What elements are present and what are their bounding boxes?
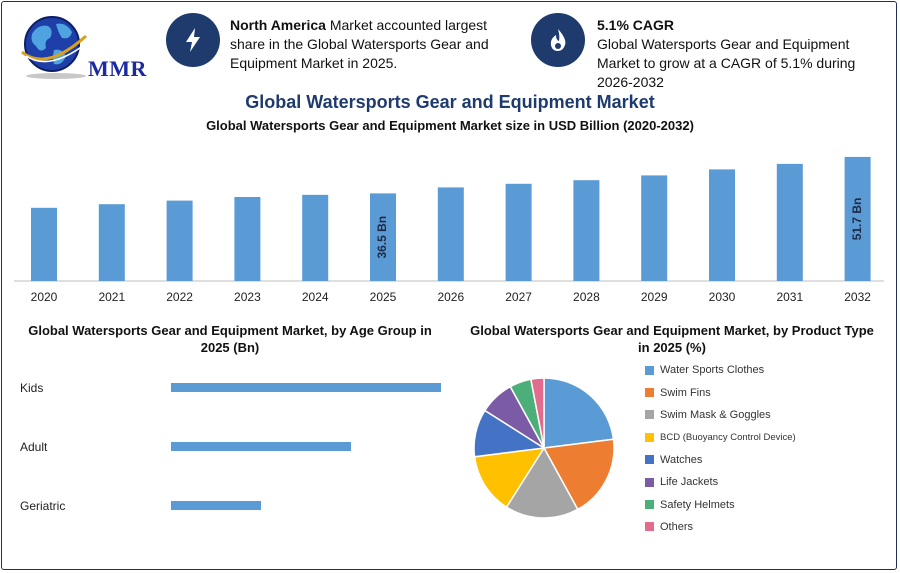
x-tick-label: 2025 [370, 290, 397, 304]
legend-item: Life Jackets [645, 471, 796, 493]
cagr-info: 5.1% CAGR Global Watersports Gear and Eq… [597, 16, 867, 92]
x-tick-label: 2027 [505, 290, 532, 304]
legend-item: Swim Fins [645, 381, 796, 403]
bar-2028 [573, 180, 600, 281]
x-tick-label: 2031 [776, 290, 803, 304]
region-info: North America Market accounted largest s… [230, 16, 510, 73]
legend-label: Swim Fins [660, 386, 711, 399]
x-tick-label: 2021 [98, 290, 125, 304]
legend-swatch [645, 455, 654, 465]
flame-icon [531, 13, 585, 67]
pie-slice [505, 446, 579, 519]
legend-swatch [645, 388, 654, 398]
region-info-bold: North America [230, 17, 326, 33]
bar-chart-title: Global Watersports Gear and Equipment Ma… [206, 118, 694, 133]
data-label: 36.5 Bn [375, 216, 389, 259]
legend-label: Water Sports Clothes [660, 364, 765, 377]
pie-slice [543, 377, 615, 449]
age-bar-kids [171, 383, 441, 392]
legend-item: Others [645, 516, 796, 538]
legend-label: Safety Helmets [660, 498, 735, 511]
x-tick-label: 2028 [573, 290, 600, 304]
legend-swatch [645, 522, 654, 532]
bar-2022 [166, 200, 193, 281]
bar-2031 [776, 163, 803, 281]
x-tick-label: 2030 [709, 290, 736, 304]
pie-legend: Water Sports Clothes Swim Fins Swim Mask &… [645, 359, 796, 538]
x-tick-label: 2029 [641, 290, 668, 304]
x-tick-label: 2024 [302, 290, 329, 304]
pie-slice [473, 447, 546, 509]
legend-item: BCD (Buoyancy Control Device) [645, 426, 796, 448]
bar-2025 [370, 193, 396, 281]
bar-2026 [437, 187, 464, 281]
pie-slice [530, 377, 545, 449]
legend-label: Watches [660, 453, 703, 466]
data-label: 51.7 Bn [850, 198, 864, 241]
legend-swatch [645, 500, 654, 510]
logo-text: MMR [88, 56, 147, 81]
age-bar-adult [171, 442, 352, 451]
bar-2023 [234, 197, 261, 281]
product-type-pie-chart [473, 377, 615, 519]
bar-2032 [844, 156, 871, 281]
pie-slice [542, 438, 615, 511]
legend-label: Others [660, 520, 694, 533]
age-label-geriatric: Geriatric [20, 499, 66, 513]
x-tick-label: 2026 [437, 290, 464, 304]
bar-2024 [302, 194, 329, 281]
x-tick-label: 2023 [234, 290, 261, 304]
bar-2029 [641, 175, 668, 281]
bar-2027 [505, 183, 532, 281]
age-group-chart-title: Global Watersports Gear and Equipment Ma… [28, 323, 432, 355]
legend-swatch [645, 410, 654, 420]
legend-item: Swim Mask & Goggles [645, 404, 796, 426]
legend-swatch [645, 432, 654, 442]
legend-label: Life Jackets [660, 476, 719, 489]
market-size-bar-chart: 2020 2021 2022 2023 2024 2025 36.5 Bn 2026 2027 2… [14, 156, 884, 304]
cagr-info-bold: 5.1% CAGR [597, 17, 675, 33]
product-type-chart-title: Global Watersports Gear and Equipment Ma… [470, 323, 874, 355]
region-info-text: Market accounted largest share in the Gl… [230, 17, 489, 71]
legend-item: Water Sports Clothes [645, 359, 796, 381]
legend-swatch [645, 477, 654, 487]
age-label-adult: Adult [20, 440, 48, 454]
lightning-icon [166, 13, 220, 67]
x-tick-label: 2022 [166, 290, 193, 304]
legend-item: Watches [645, 449, 796, 471]
bar-2020 [31, 207, 57, 281]
bar-2030 [709, 169, 735, 281]
age-label-kids: Kids [20, 381, 44, 395]
cagr-info-text: Global Watersports Gear and Equipment Ma… [597, 36, 856, 90]
legend-swatch [645, 365, 654, 375]
main-title: Global Watersports Gear and Equipment Ma… [245, 92, 655, 112]
legend-item: Safety Helmets [645, 493, 796, 515]
bar-2021 [98, 204, 125, 281]
globe-icon [21, 16, 89, 79]
x-tick-label: 2020 [31, 290, 58, 304]
legend-label: Swim Mask & Goggles [660, 408, 771, 421]
mmr-logo: MMR [16, 10, 146, 81]
x-tick-label: 2032 [844, 290, 871, 304]
legend-label: BCD (Buoyancy Control Device) [660, 431, 796, 443]
age-bar-geriatric [171, 501, 261, 510]
